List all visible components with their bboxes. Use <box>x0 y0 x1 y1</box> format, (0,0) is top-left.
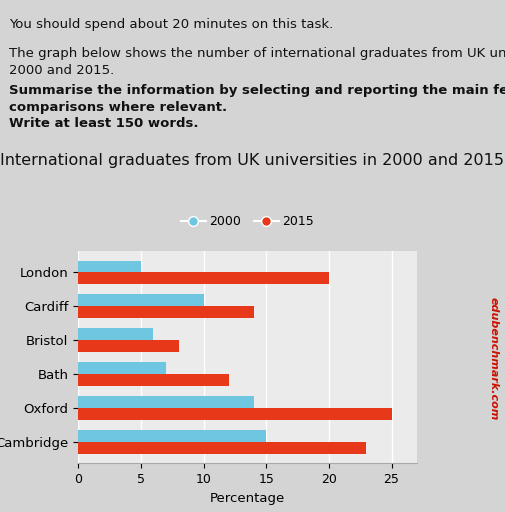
X-axis label: Percentage: Percentage <box>210 492 285 505</box>
Bar <box>78 340 179 352</box>
Text: edubenchmark.com: edubenchmark.com <box>489 297 499 420</box>
Text: Write at least 150 words.: Write at least 150 words. <box>9 117 198 130</box>
Bar <box>78 261 141 272</box>
Bar <box>78 306 254 318</box>
Text: You should spend about 20 minutes on this task.: You should spend about 20 minutes on thi… <box>9 18 333 31</box>
Bar <box>78 408 391 420</box>
Bar <box>78 328 154 340</box>
Bar <box>78 362 166 374</box>
Text: Summarise the information by selecting and reporting the main features and make
: Summarise the information by selecting a… <box>9 84 505 114</box>
Legend: 2000, 2015: 2000, 2015 <box>176 210 319 233</box>
Bar <box>78 430 266 442</box>
Bar <box>78 442 367 454</box>
Text: The graph below shows the number of international graduates from UK universities: The graph below shows the number of inte… <box>9 47 505 77</box>
Bar <box>78 374 229 386</box>
Bar <box>78 396 254 408</box>
Bar <box>78 272 329 284</box>
Text: International graduates from UK universities in 2000 and 2015: International graduates from UK universi… <box>1 153 504 168</box>
Bar <box>78 294 204 306</box>
